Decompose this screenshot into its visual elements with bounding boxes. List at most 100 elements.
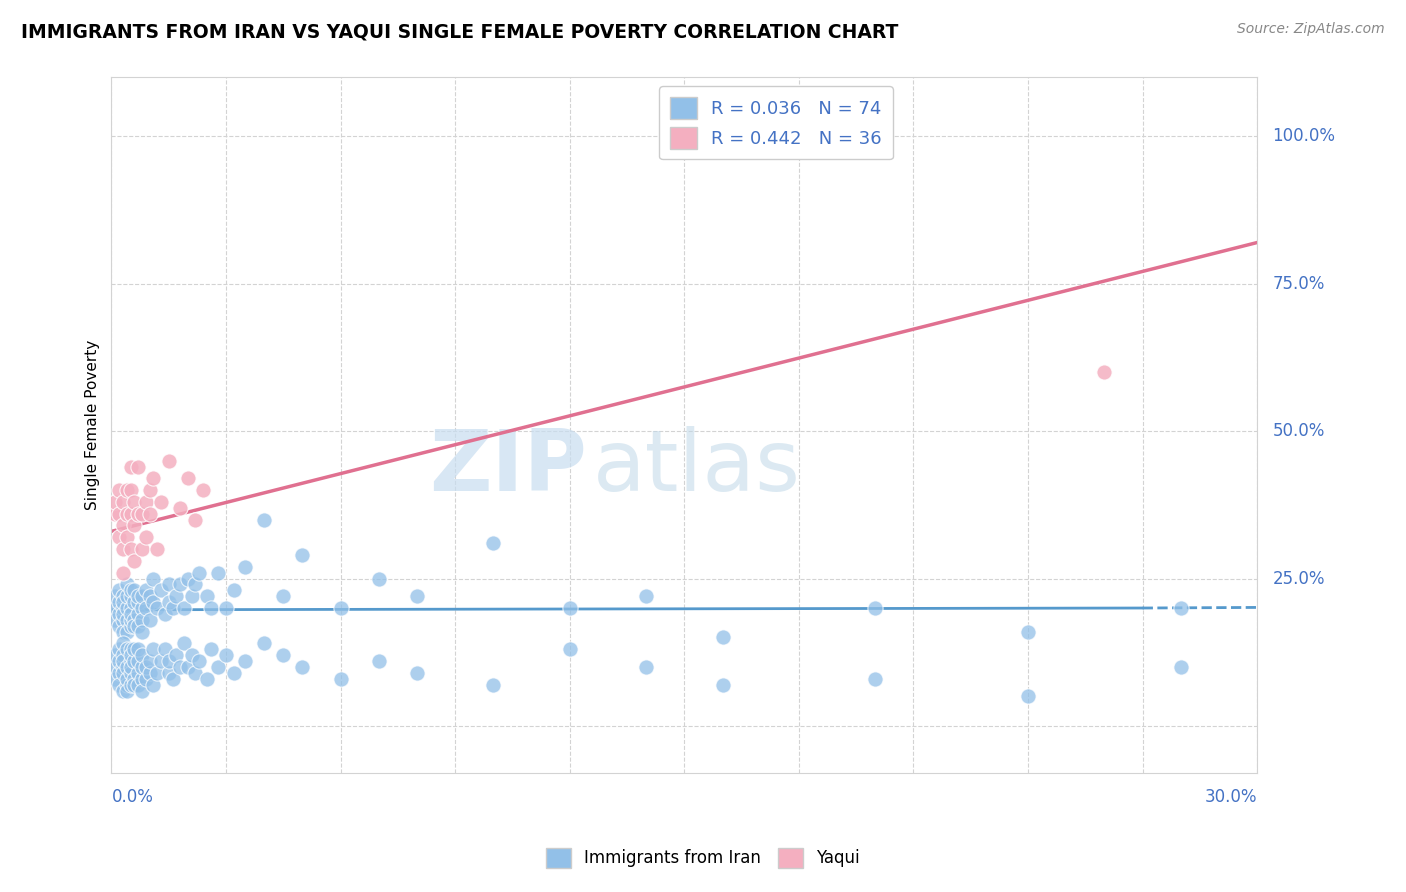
Point bbox=[215, 648, 238, 663]
Point bbox=[146, 601, 169, 615]
Point bbox=[865, 672, 887, 686]
Point bbox=[184, 512, 207, 526]
Point bbox=[120, 583, 142, 598]
Point bbox=[120, 665, 142, 680]
Point bbox=[180, 648, 202, 663]
Point bbox=[222, 583, 245, 598]
Point bbox=[162, 601, 184, 615]
Point bbox=[200, 601, 222, 615]
Point bbox=[558, 642, 581, 657]
Point bbox=[115, 683, 138, 698]
Point bbox=[184, 665, 207, 680]
Text: 0.0%: 0.0% bbox=[111, 788, 153, 805]
Point bbox=[124, 583, 146, 598]
Point bbox=[150, 583, 173, 598]
Point bbox=[180, 589, 202, 603]
Point bbox=[138, 665, 160, 680]
Point bbox=[1017, 690, 1039, 704]
Point bbox=[157, 595, 180, 609]
Point bbox=[135, 583, 157, 598]
Point bbox=[120, 507, 142, 521]
Point bbox=[329, 601, 352, 615]
Point bbox=[636, 660, 658, 674]
Point bbox=[135, 601, 157, 615]
Point bbox=[157, 654, 180, 668]
Point bbox=[108, 507, 131, 521]
Point bbox=[131, 507, 153, 521]
Point bbox=[120, 607, 142, 621]
Point bbox=[482, 536, 505, 550]
Point bbox=[108, 654, 131, 668]
Y-axis label: Single Female Poverty: Single Female Poverty bbox=[86, 340, 100, 510]
Point bbox=[124, 642, 146, 657]
Point bbox=[127, 595, 149, 609]
Point bbox=[115, 672, 138, 686]
Point bbox=[115, 530, 138, 544]
Point bbox=[188, 566, 211, 580]
Point bbox=[195, 672, 218, 686]
Point bbox=[115, 577, 138, 591]
Point bbox=[157, 665, 180, 680]
Point bbox=[165, 589, 187, 603]
Point bbox=[108, 583, 131, 598]
Point bbox=[108, 665, 131, 680]
Point bbox=[173, 636, 195, 650]
Point bbox=[138, 613, 160, 627]
Legend: R = 0.036   N = 74, R = 0.442   N = 36: R = 0.036 N = 74, R = 0.442 N = 36 bbox=[659, 87, 893, 160]
Point bbox=[115, 483, 138, 497]
Text: 50.0%: 50.0% bbox=[1272, 422, 1324, 440]
Point bbox=[865, 601, 887, 615]
Point bbox=[131, 613, 153, 627]
Point bbox=[108, 483, 131, 497]
Point bbox=[120, 678, 142, 692]
Point bbox=[1170, 601, 1192, 615]
Point bbox=[131, 624, 153, 639]
Point bbox=[104, 672, 127, 686]
Point bbox=[131, 672, 153, 686]
Point bbox=[115, 601, 138, 615]
Point bbox=[233, 654, 256, 668]
Point bbox=[115, 624, 138, 639]
Point bbox=[127, 607, 149, 621]
Point bbox=[406, 665, 429, 680]
Point bbox=[233, 559, 256, 574]
Point bbox=[169, 500, 191, 515]
Point bbox=[406, 589, 429, 603]
Point bbox=[329, 672, 352, 686]
Text: 75.0%: 75.0% bbox=[1272, 275, 1324, 293]
Point bbox=[131, 601, 153, 615]
Point bbox=[222, 665, 245, 680]
Point bbox=[162, 672, 184, 686]
Point bbox=[120, 601, 142, 615]
Point bbox=[150, 654, 173, 668]
Point bbox=[104, 613, 127, 627]
Point bbox=[482, 678, 505, 692]
Point bbox=[184, 577, 207, 591]
Point bbox=[120, 654, 142, 668]
Point bbox=[131, 660, 153, 674]
Point bbox=[115, 642, 138, 657]
Point bbox=[138, 654, 160, 668]
Point bbox=[124, 613, 146, 627]
Point bbox=[127, 459, 149, 474]
Point bbox=[253, 636, 276, 650]
Point bbox=[153, 607, 176, 621]
Point bbox=[127, 654, 149, 668]
Point bbox=[367, 654, 389, 668]
Point bbox=[253, 512, 276, 526]
Point bbox=[127, 589, 149, 603]
Point bbox=[108, 642, 131, 657]
Point bbox=[108, 530, 131, 544]
Point bbox=[120, 618, 142, 632]
Point bbox=[291, 548, 314, 562]
Point bbox=[120, 660, 142, 674]
Point bbox=[177, 471, 200, 485]
Point bbox=[124, 654, 146, 668]
Point bbox=[146, 665, 169, 680]
Point bbox=[138, 507, 160, 521]
Point bbox=[120, 459, 142, 474]
Text: ZIP: ZIP bbox=[429, 425, 586, 508]
Point bbox=[120, 542, 142, 557]
Point bbox=[111, 566, 134, 580]
Text: 100.0%: 100.0% bbox=[1272, 128, 1336, 145]
